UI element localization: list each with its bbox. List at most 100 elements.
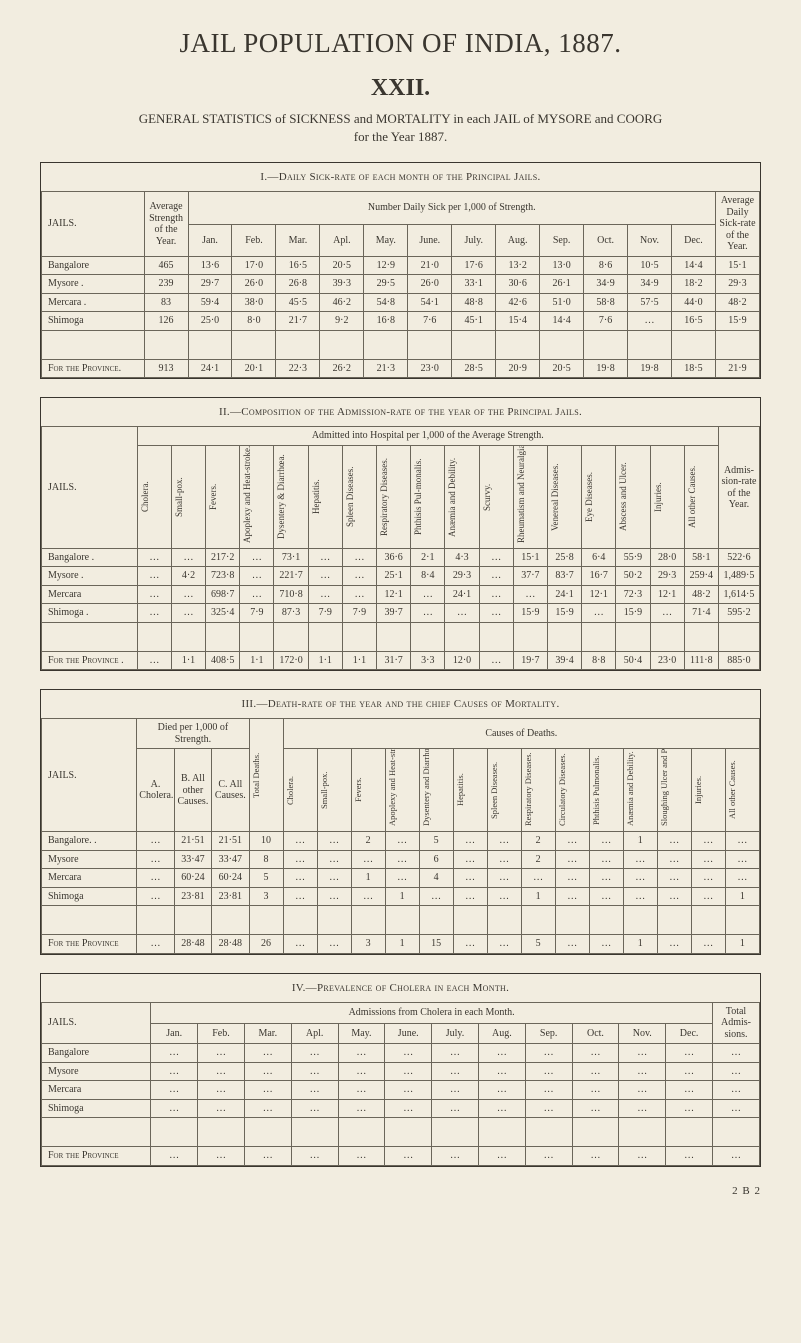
cell: … <box>589 869 623 888</box>
col-header: Mar. <box>276 224 320 256</box>
cell: … <box>478 1062 525 1081</box>
cell: … <box>623 850 657 869</box>
col-header: Oct. <box>584 224 628 256</box>
cell: 44·0 <box>672 293 716 312</box>
col-header: Anæmia and Debility. <box>623 749 657 832</box>
cell: 1,489·5 <box>718 567 759 586</box>
cell: 60·24 <box>174 869 211 888</box>
cell: 16·5 <box>276 256 320 275</box>
cell: 522·6 <box>718 548 759 567</box>
cell: … <box>198 1099 245 1118</box>
table-row: Mercara .8359·438·045·546·254·854·148·84… <box>42 293 760 312</box>
cell: 39·3 <box>320 275 364 294</box>
cell: 1,614·5 <box>718 585 759 604</box>
cell: 1 <box>623 832 657 851</box>
cell: 8·4 <box>411 567 445 586</box>
cell: … <box>137 832 174 851</box>
cell: … <box>291 1044 338 1063</box>
cell: 8·0 <box>232 312 276 331</box>
col-header: Hepatitis. <box>308 445 342 548</box>
col-header: Fevers. <box>206 445 240 548</box>
cell: … <box>385 1099 432 1118</box>
col-header: Apoplexy and Heat-stroke. <box>240 445 274 548</box>
cell: 8·8 <box>582 651 616 670</box>
cell: 19·8 <box>584 359 628 378</box>
table1: JAILS. Average Strength of the Year. Num… <box>41 191 760 378</box>
cell: … <box>478 1099 525 1118</box>
cell: 111·8 <box>684 651 718 670</box>
cell: 42·6 <box>496 293 540 312</box>
cell: Mercara <box>42 869 137 888</box>
col-header: July. <box>432 1023 479 1044</box>
cell: … <box>137 585 171 604</box>
cell: … <box>525 1044 572 1063</box>
cell: 2 <box>521 850 555 869</box>
cell: Shimoga <box>42 887 137 906</box>
cell: 26·2 <box>320 359 364 378</box>
cell: 17·6 <box>452 256 496 275</box>
cell: 58·8 <box>584 293 628 312</box>
cell: 48·2 <box>715 293 759 312</box>
cell: 4·3 <box>445 548 479 567</box>
col-header: Anæmia and Debility. <box>445 445 479 548</box>
col-header: Apl. <box>291 1023 338 1044</box>
province-row: For the Province………………………………… <box>42 1147 760 1166</box>
cell: 21·9 <box>715 359 759 378</box>
cell: … <box>137 651 171 670</box>
col-header: Nov. <box>628 224 672 256</box>
table4-spanner: Admissions from Cholera in each Month. <box>151 1002 713 1023</box>
col-header: Feb. <box>232 224 276 256</box>
cell: 12·1 <box>650 585 684 604</box>
cell: … <box>582 604 616 623</box>
cell: … <box>291 1062 338 1081</box>
cell: 23·0 <box>408 359 452 378</box>
cell: … <box>240 585 274 604</box>
cell: … <box>619 1099 666 1118</box>
cell: … <box>657 887 691 906</box>
cell: 18·2 <box>672 275 716 294</box>
cell: 1·1 <box>171 651 205 670</box>
table-row: Shimoga12625·08·021·79·216·87·645·115·41… <box>42 312 760 331</box>
cell: … <box>479 548 513 567</box>
cell: 5 <box>521 935 555 954</box>
cell: 12·0 <box>445 651 479 670</box>
cell: 71·4 <box>684 604 718 623</box>
table-row: Shimoga .……325·47·987·37·97·939·7………15·9… <box>42 604 760 623</box>
cell: … <box>555 850 589 869</box>
cell: … <box>385 850 419 869</box>
cell: 2·1 <box>411 548 445 567</box>
cell: 14·4 <box>540 312 584 331</box>
cell: 34·9 <box>584 275 628 294</box>
cell: … <box>572 1062 619 1081</box>
col-header: Cholera. <box>137 445 171 548</box>
cell: … <box>453 935 487 954</box>
cell: 465 <box>144 256 188 275</box>
table1-strength-header: Average Strength of the Year. <box>144 192 188 257</box>
cell: … <box>385 1044 432 1063</box>
cell: … <box>385 832 419 851</box>
cell: 45·5 <box>276 293 320 312</box>
cell: … <box>479 567 513 586</box>
cell: Mysore . <box>42 275 145 294</box>
cell: Mercara . <box>42 293 145 312</box>
cell: 239 <box>144 275 188 294</box>
table3-box: III.—Death-rate of the year and the chie… <box>40 689 761 955</box>
cell: … <box>137 567 171 586</box>
cell: 1·1 <box>308 651 342 670</box>
cell: 12·1 <box>377 585 411 604</box>
col-header: Cholera. <box>283 749 317 832</box>
col-header: Small-pox. <box>171 445 205 548</box>
cell: … <box>240 567 274 586</box>
cell: … <box>487 869 521 888</box>
cell: … <box>589 850 623 869</box>
cell: … <box>487 850 521 869</box>
cell: … <box>411 604 445 623</box>
cell: 8 <box>249 850 283 869</box>
col-header: Spleen Diseases. <box>487 749 521 832</box>
cell: 1 <box>351 869 385 888</box>
cell: … <box>342 548 376 567</box>
cell: … <box>338 1062 385 1081</box>
cell: Mysore . <box>42 567 138 586</box>
cell: … <box>691 935 725 954</box>
cell: 20·1 <box>232 359 276 378</box>
